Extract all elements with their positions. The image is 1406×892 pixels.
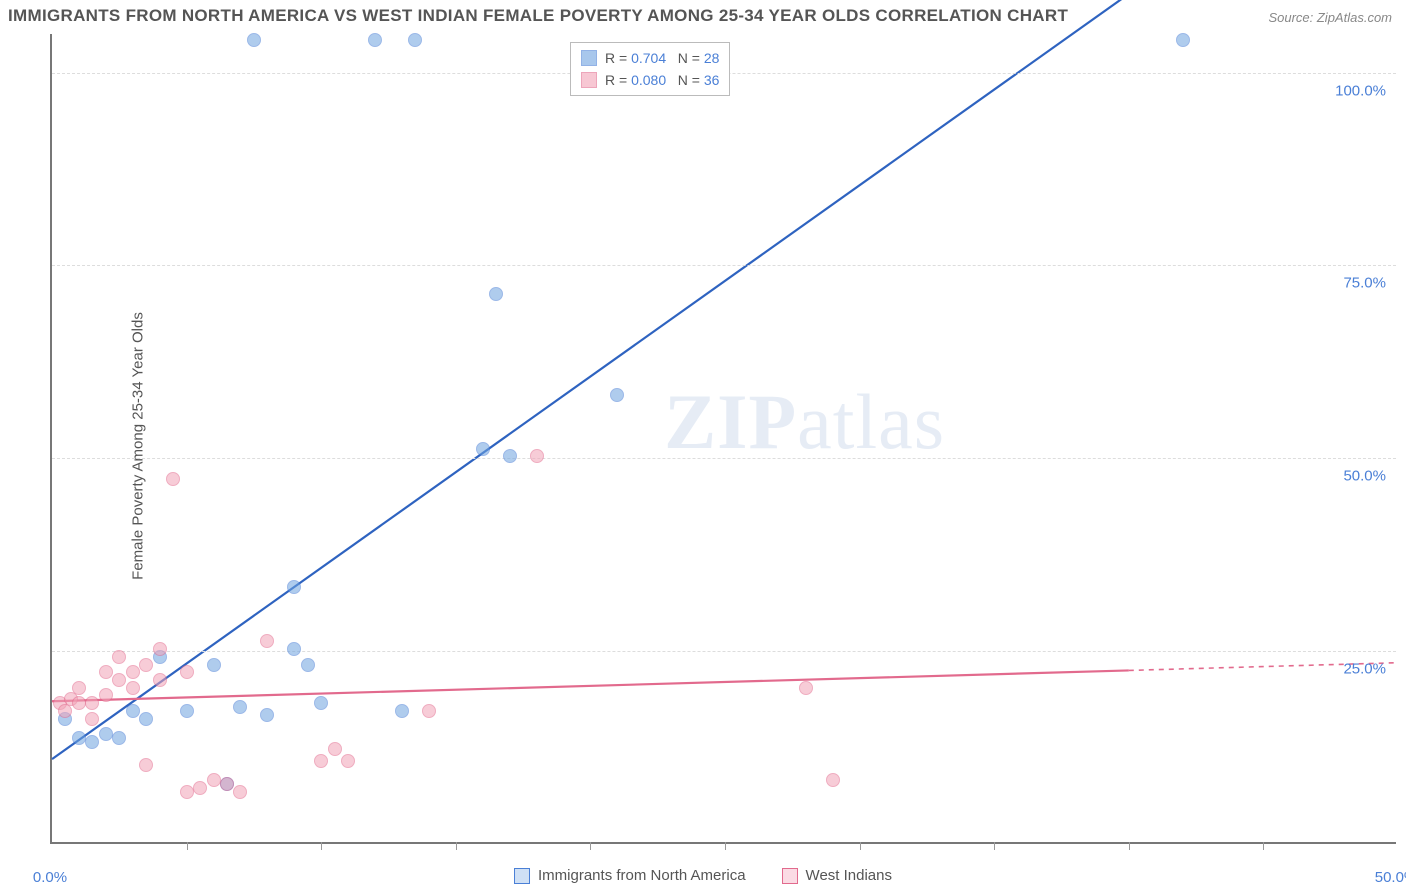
data-point — [368, 33, 382, 47]
data-point — [72, 681, 86, 695]
data-point — [153, 642, 167, 656]
data-point — [85, 712, 99, 726]
data-point — [260, 634, 274, 648]
regression-line — [52, 0, 1398, 759]
data-point — [530, 449, 544, 463]
data-point — [1176, 33, 1190, 47]
data-point — [422, 704, 436, 718]
data-point — [126, 665, 140, 679]
data-point — [193, 781, 207, 795]
x-minor-tick — [994, 842, 995, 850]
legend-swatch — [782, 868, 798, 884]
y-tick-label: 25.0% — [1343, 661, 1386, 678]
x-minor-tick — [321, 842, 322, 850]
data-point — [328, 742, 342, 756]
plot-area: ZIPatlas 25.0%50.0%75.0%100.0% — [50, 34, 1396, 844]
legend-series-label: West Indians — [806, 867, 892, 884]
data-point — [180, 665, 194, 679]
regression-line — [52, 670, 1129, 701]
x-minor-tick — [456, 842, 457, 850]
series-legend: Immigrants from North America West Indian… — [514, 867, 892, 884]
data-point — [166, 472, 180, 486]
gridline-h — [52, 458, 1396, 459]
data-point — [85, 696, 99, 710]
data-point — [99, 665, 113, 679]
data-point — [314, 754, 328, 768]
data-point — [610, 388, 624, 402]
data-point — [247, 33, 261, 47]
chart-title: IMMIGRANTS FROM NORTH AMERICA VS WEST IN… — [8, 6, 1068, 26]
legend-correlation-row: R = 0.080 N = 36 — [581, 69, 719, 91]
x-tick-label: 50.0% — [1375, 869, 1406, 886]
data-point — [489, 287, 503, 301]
x-minor-tick — [1129, 842, 1130, 850]
x-minor-tick — [590, 842, 591, 850]
x-minor-tick — [860, 842, 861, 850]
data-point — [112, 673, 126, 687]
source-attribution: Source: ZipAtlas.com — [1268, 10, 1392, 25]
legend-swatch — [581, 50, 597, 66]
legend-correlation-text: R = 0.080 N = 36 — [605, 72, 719, 88]
chart-svg — [52, 34, 1396, 842]
y-tick-label: 75.0% — [1343, 275, 1386, 292]
x-minor-tick — [725, 842, 726, 850]
data-point — [220, 777, 234, 791]
data-point — [408, 33, 422, 47]
gridline-h — [52, 265, 1396, 266]
data-point — [72, 731, 86, 745]
x-minor-tick — [1263, 842, 1264, 850]
correlation-legend: R = 0.704 N = 28 R = 0.080 N = 36 — [570, 42, 730, 96]
legend-correlation-text: R = 0.704 N = 28 — [605, 50, 719, 66]
legend-series-item: Immigrants from North America — [514, 867, 746, 884]
data-point — [233, 700, 247, 714]
data-point — [153, 673, 167, 687]
data-point — [85, 735, 99, 749]
data-point — [207, 658, 221, 672]
data-point — [126, 704, 140, 718]
data-point — [314, 696, 328, 710]
data-point — [341, 754, 355, 768]
data-point — [126, 681, 140, 695]
data-point — [287, 642, 301, 656]
data-point — [287, 580, 301, 594]
data-point — [260, 708, 274, 722]
y-tick-label: 50.0% — [1343, 468, 1386, 485]
data-point — [180, 704, 194, 718]
x-minor-tick — [187, 842, 188, 850]
data-point — [180, 785, 194, 799]
data-point — [72, 696, 86, 710]
data-point — [99, 688, 113, 702]
legend-series-label: Immigrants from North America — [538, 867, 746, 884]
data-point — [112, 650, 126, 664]
data-point — [233, 785, 247, 799]
data-point — [395, 704, 409, 718]
y-tick-label: 100.0% — [1335, 82, 1386, 99]
legend-series-item: West Indians — [782, 867, 892, 884]
data-point — [139, 758, 153, 772]
data-point — [476, 442, 490, 456]
data-point — [503, 449, 517, 463]
data-point — [826, 773, 840, 787]
data-point — [99, 727, 113, 741]
gridline-h — [52, 651, 1396, 652]
legend-swatch — [514, 868, 530, 884]
legend-correlation-row: R = 0.704 N = 28 — [581, 47, 719, 69]
data-point — [301, 658, 315, 672]
data-point — [139, 658, 153, 672]
x-tick-label: 0.0% — [33, 869, 67, 886]
legend-swatch — [581, 72, 597, 88]
data-point — [207, 773, 221, 787]
data-point — [112, 731, 126, 745]
data-point — [799, 681, 813, 695]
data-point — [139, 712, 153, 726]
